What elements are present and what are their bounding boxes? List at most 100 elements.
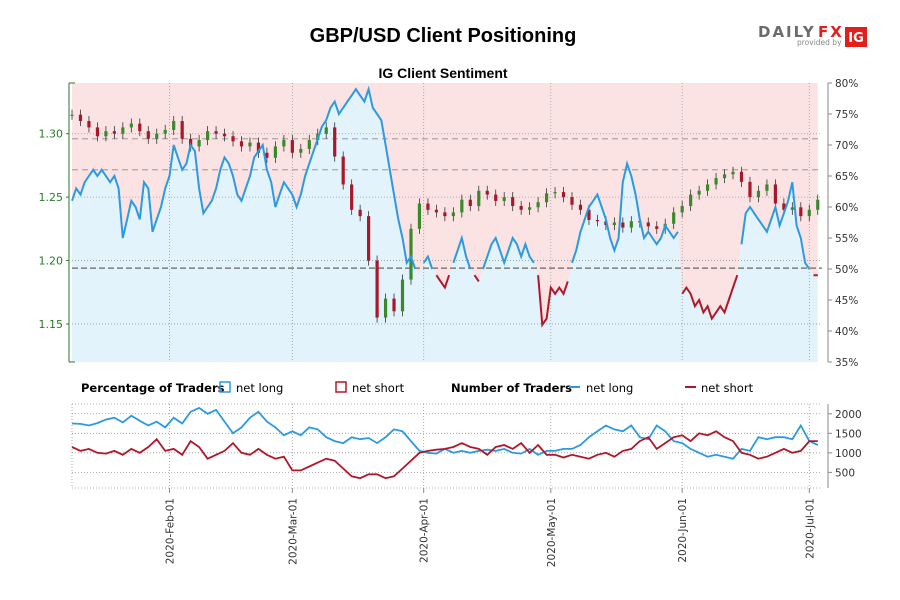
percent-tick-label: 80% — [835, 78, 858, 90]
net-long-pct-line — [71, 85, 811, 270]
candle-body — [129, 123, 133, 128]
price-tick-label: 1.25 — [39, 191, 64, 204]
count-axis: 500 1000 1500 2000 — [827, 404, 862, 488]
logo-brand-b: FX — [818, 23, 844, 41]
candle-body — [189, 138, 193, 147]
candle-body — [282, 140, 286, 147]
candle-body — [528, 207, 532, 210]
candle-body — [197, 140, 201, 147]
percent-tick-label: 70% — [835, 140, 858, 152]
percent-axis: 35% 40% 45% 50% 55% 60% 65% 70% 75% 80% — [827, 78, 858, 369]
candle-body — [672, 212, 676, 224]
candle-body — [214, 131, 218, 134]
candle-body — [502, 197, 506, 201]
candle-body — [511, 197, 515, 207]
candle-body — [494, 194, 498, 201]
candle-body — [231, 136, 235, 142]
legend-pct-short-label: net short — [352, 381, 405, 395]
candle-body — [333, 127, 337, 157]
legend-pct-long-label: net long — [236, 381, 283, 395]
candle-body — [748, 181, 752, 198]
dailyfx-logo: DAILY FX provided by IG — [758, 23, 867, 47]
candle-body — [409, 228, 413, 280]
candle-body — [807, 209, 811, 217]
candle-body — [299, 148, 303, 153]
candle-body — [443, 212, 447, 217]
candle-body — [434, 209, 439, 213]
chart-subtitle: IG Client Sentiment — [378, 65, 507, 81]
candle-body — [561, 192, 566, 198]
candle-body — [731, 171, 735, 175]
legend-num-short-label: net short — [701, 381, 754, 395]
percent-tick-label: 45% — [835, 295, 858, 307]
candle-body — [460, 199, 464, 213]
candle-body — [367, 216, 371, 261]
candle-body — [477, 190, 481, 207]
percent-tick-label: 65% — [835, 171, 858, 183]
candle-body — [358, 209, 362, 217]
candle-body — [739, 171, 744, 182]
candle-body — [155, 133, 159, 139]
candle-body — [485, 190, 489, 195]
legend-pct-short-swatch — [335, 381, 347, 393]
candle-body — [350, 184, 354, 210]
candle-body — [87, 121, 91, 128]
candle-body — [595, 219, 600, 222]
candle-body — [248, 142, 252, 147]
candle-body — [180, 121, 184, 139]
candle-body — [468, 199, 472, 207]
candle-body — [773, 184, 777, 204]
date-tick-label: 2020-Feb-01 — [164, 498, 176, 564]
count-tick-label: 1000 — [835, 448, 862, 460]
candle-body — [629, 221, 633, 228]
candle-body — [324, 127, 328, 134]
candle-body — [756, 190, 761, 198]
candle-body — [138, 123, 142, 132]
date-tick-label: 2020-Mar-01 — [287, 498, 299, 565]
candle-body — [290, 140, 294, 153]
candle-body — [553, 192, 557, 194]
candle-body — [705, 184, 710, 191]
number-of-traders-panel: 500 1000 1500 2000 — [71, 403, 862, 489]
candle-body — [205, 131, 210, 141]
candle-body — [341, 156, 345, 185]
candle-body — [95, 127, 100, 137]
candle-body — [816, 199, 820, 210]
percent-tick-label: 75% — [835, 109, 858, 121]
candle-body — [790, 207, 794, 210]
candle-body — [587, 209, 591, 220]
date-tick-label: 2020-Jun-01 — [677, 498, 689, 563]
legend-number-title: Number of Traders — [451, 381, 572, 395]
count-tick-label: 1500 — [835, 428, 862, 440]
candle-body — [655, 226, 659, 229]
legend: Percentage of Traders net long net short… — [81, 381, 754, 395]
percent-tick-label: 50% — [835, 264, 858, 276]
candle-body — [765, 184, 769, 191]
candle-body — [544, 193, 549, 203]
candle-body — [265, 152, 269, 158]
candle-body — [239, 141, 244, 147]
legend-pct-long-swatch — [219, 381, 231, 393]
candle-body — [383, 298, 388, 318]
percent-tick-label: 55% — [835, 233, 858, 245]
price-sentiment-panel: 1.15 1.20 1.25 1.30 35% 40% 45% 50% 55% 60% 65% 70… — [39, 78, 859, 369]
candle-body — [646, 222, 650, 227]
candle-body — [697, 190, 701, 195]
percent-tick-label: 35% — [835, 357, 858, 369]
candle-body — [612, 222, 616, 226]
date-tick-label: 2020-May-01 — [546, 498, 558, 567]
bottom-grid — [71, 403, 822, 489]
candle-body — [519, 206, 523, 210]
candle-body — [536, 202, 540, 208]
candle-body — [451, 212, 455, 217]
candle-body — [417, 203, 422, 229]
net-short-count-line — [71, 430, 818, 480]
candle-body — [163, 129, 167, 134]
candle-body — [70, 114, 74, 116]
price-axis: 1.15 1.20 1.25 1.30 — [39, 82, 75, 363]
candle-body — [78, 114, 83, 122]
candle-body — [172, 121, 176, 130]
price-tick-label: 1.15 — [39, 318, 64, 331]
candle-body — [689, 194, 693, 207]
